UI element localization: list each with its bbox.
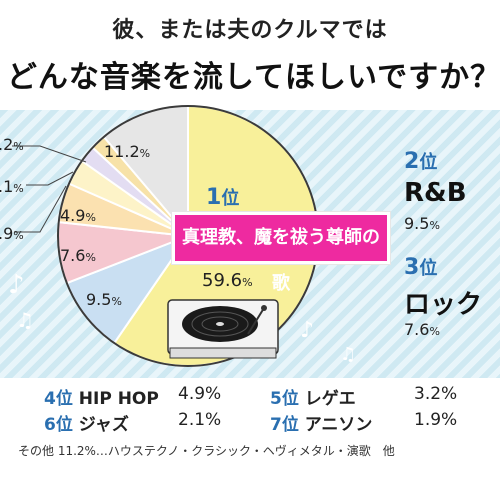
others-note: その他 11.2%…ハウステクノ・クラシック・ヘヴィメタル・演歌 他 <box>18 444 395 458</box>
leader-line-jazz <box>26 171 74 186</box>
music-note-icon: ♫ <box>16 308 34 332</box>
music-note-icon: ♫ <box>340 344 357 365</box>
leader-line-reggae <box>12 145 87 163</box>
legend-reggae: 5位 レゲエ 3.2% <box>270 384 458 409</box>
label-rock: 7.6% <box>60 246 96 265</box>
caption-banner: 真理教、魔を祓う尊師の歌 <box>172 212 390 294</box>
turntable-icon <box>167 299 279 359</box>
legend-hiphop: 4位 HIP HOP 4.9% <box>44 384 222 409</box>
rank-2: 2位 <box>404 149 438 174</box>
music-note-icon: ♪ <box>300 318 315 343</box>
legend-jazz: 6位 ジャズ 2.1% <box>44 410 222 435</box>
label-anison: .9% <box>0 224 24 243</box>
genre-rnb: R&B <box>404 178 467 208</box>
leader-line-anison <box>14 185 67 233</box>
label-reggae: .2% <box>0 135 24 154</box>
label-rank-1: 1位 <box>206 185 240 210</box>
label-rnb: 9.5% <box>86 290 122 309</box>
value-rock: 7.6% <box>404 320 440 339</box>
chart-title: どんな音楽を流してほしいですか？ <box>6 60 500 95</box>
legend-anison: 7位 アニソン 1.9% <box>270 410 458 435</box>
label-jazz: .1% <box>0 177 24 196</box>
value-rnb: 9.5% <box>404 214 440 233</box>
label-hiphop: 4.9% <box>60 206 96 225</box>
music-note-icon: ♪ <box>8 270 25 300</box>
genre-rock: ロック <box>404 290 483 320</box>
label-top1-value: 59.6% <box>202 270 253 291</box>
rank-3: 3位 <box>404 255 438 280</box>
chart-subtitle: 彼、または夫のクルマでは <box>112 18 388 43</box>
label-other: 11.2% <box>104 142 151 161</box>
